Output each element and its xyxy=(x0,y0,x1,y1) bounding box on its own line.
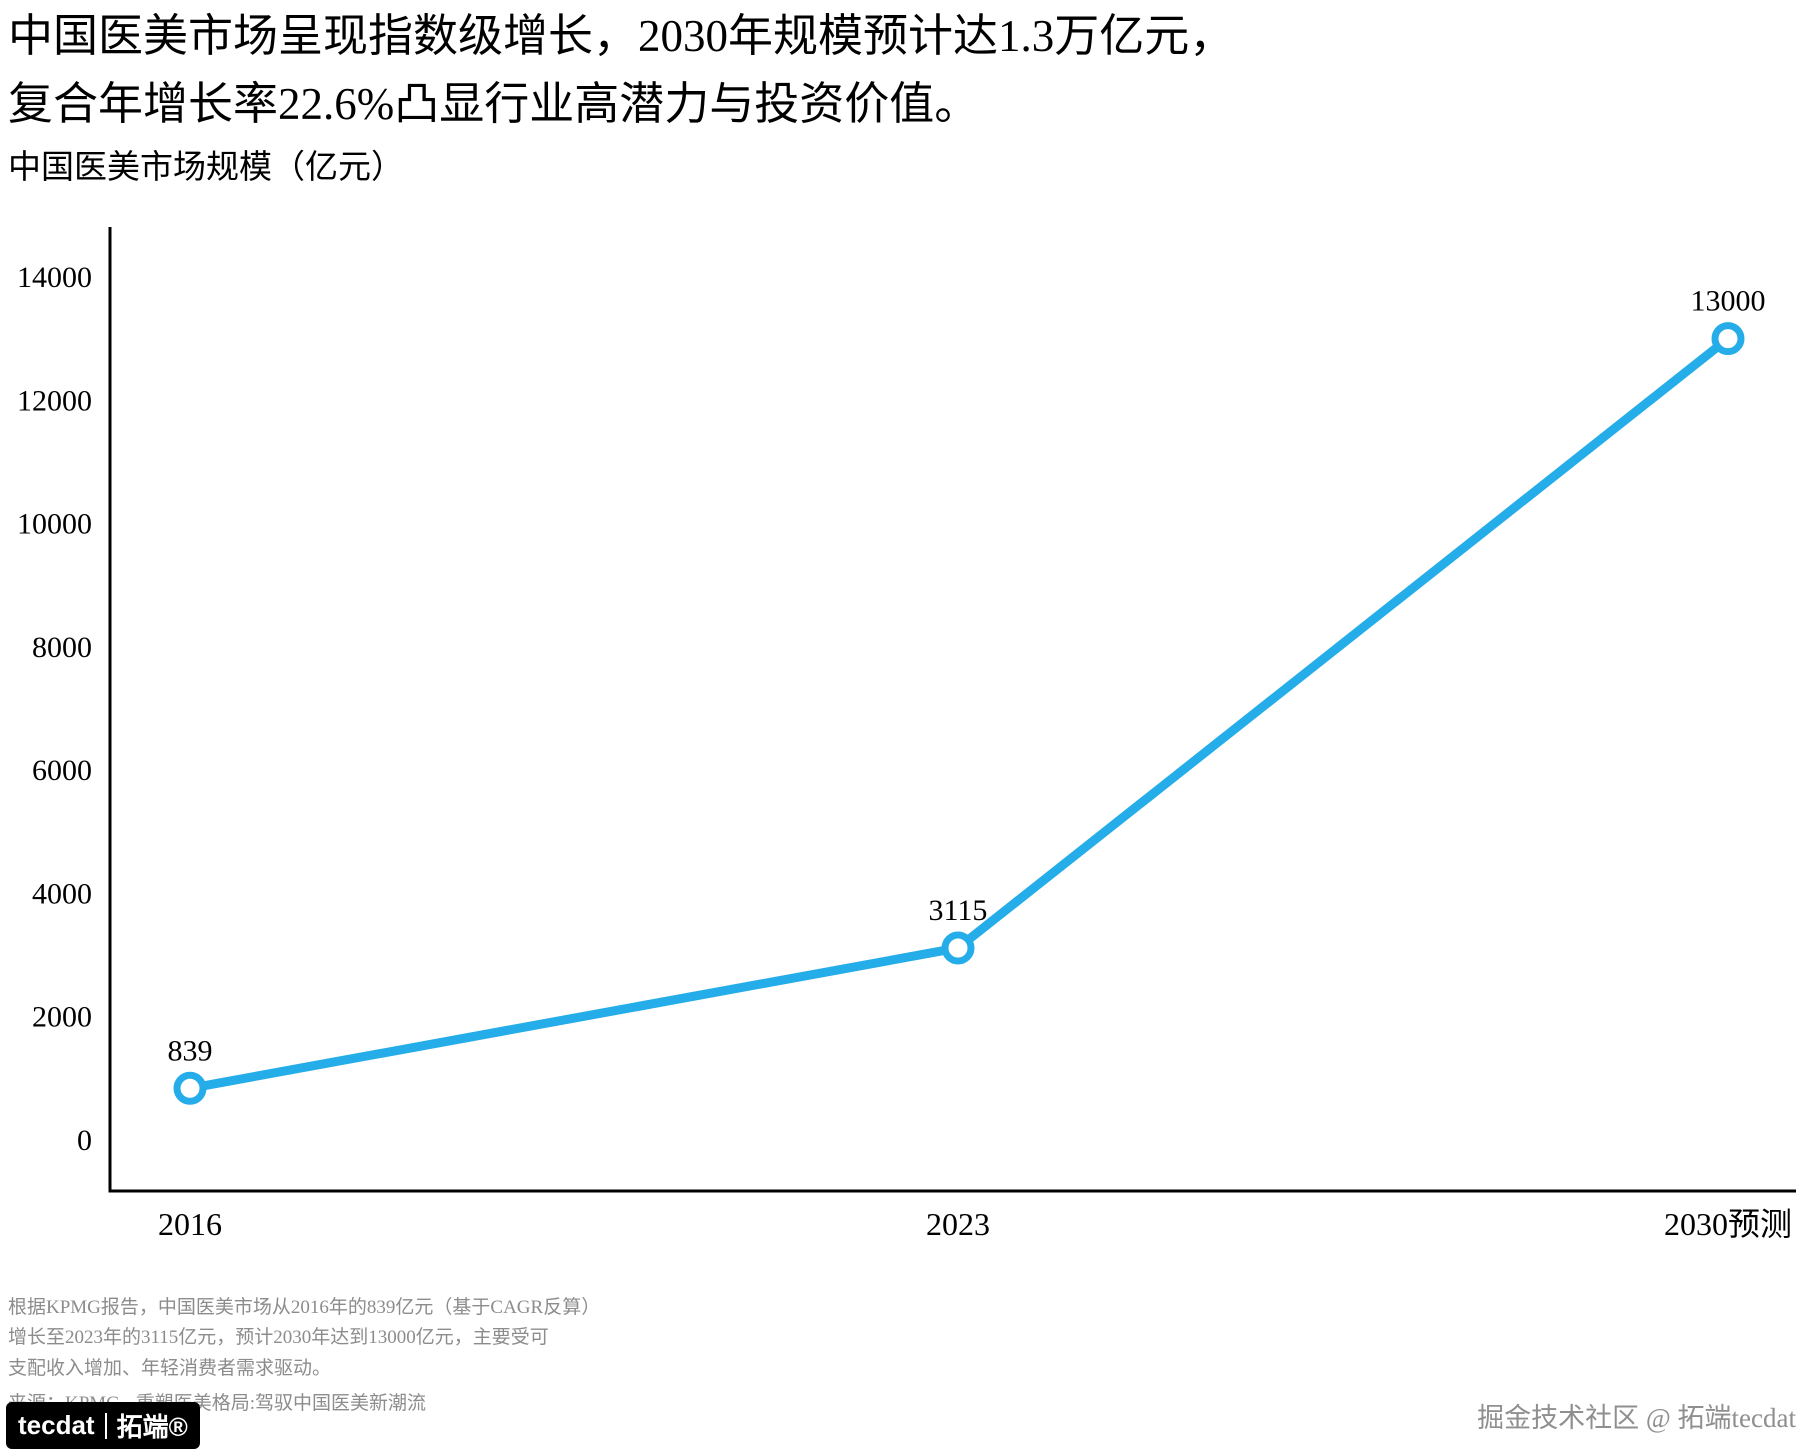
chart-headline: 中国医美市场呈现指数级增长，2030年规模预计达1.3万亿元， 复合年增长率22… xyxy=(8,2,1234,139)
data-point-label: 839 xyxy=(168,1034,213,1067)
line-chart: 0 2000 4000 6000 8000 10000 12000 14000 2016 2023… xyxy=(17,227,1796,1242)
footnote-line: 支配收入增加、年轻消费者需求驱动。 xyxy=(8,1357,332,1379)
x-tick-label: 2016 xyxy=(158,1206,222,1242)
data-point xyxy=(941,931,975,965)
data-line xyxy=(185,334,1733,1093)
y-tick-label: 14000 xyxy=(17,261,92,294)
footnote-line: 根据KPMG报告，中国医美市场从2016年的839亿元（基于CAGR反算） xyxy=(8,1297,601,1318)
chart-axes xyxy=(108,227,1796,1193)
community-credit: 掘金技术社区 @ 拓端tecdat xyxy=(1477,1403,1796,1433)
y-tick-label: 2000 xyxy=(32,1001,92,1034)
footnote-line: 增长至2023年的3115亿元，预计2030年达到13000亿元，主要受可 xyxy=(8,1327,549,1349)
x-tick-label: 2023 xyxy=(926,1206,990,1242)
y-tick-label: 6000 xyxy=(32,754,92,787)
data-point-label: 3115 xyxy=(929,894,988,927)
y-tick-label: 4000 xyxy=(32,877,92,910)
data-point-label: 13000 xyxy=(1691,285,1766,318)
y-tick-label: 10000 xyxy=(17,508,92,541)
logo-brand: 拓端® xyxy=(116,1412,188,1442)
headline-line1: 中国医美市场呈现指数级增长，2030年规模预计达1.3万亿元， xyxy=(8,11,1235,61)
footnote-block: 根据KPMG报告，中国医美市场从2016年的839亿元（基于CAGR反算） 增长… xyxy=(8,1293,600,1384)
chart-subtitle: 中国医美市场规模（亿元） xyxy=(8,150,404,186)
y-tick-label: 8000 xyxy=(32,631,92,664)
logo-divider xyxy=(104,1412,107,1439)
data-point xyxy=(1711,322,1745,356)
y-tick-label: 12000 xyxy=(17,384,92,417)
headline-line2: 复合年增长率22.6%凸显行业高潜力与投资价值。 xyxy=(8,79,980,130)
logo-name: tecdat xyxy=(18,1410,95,1440)
tecdat-logo: tecdat 拓端® xyxy=(6,1402,200,1449)
data-point xyxy=(173,1071,207,1105)
x-tick-label: 2030预测 xyxy=(1664,1206,1792,1242)
y-tick-label: 0 xyxy=(77,1124,92,1157)
